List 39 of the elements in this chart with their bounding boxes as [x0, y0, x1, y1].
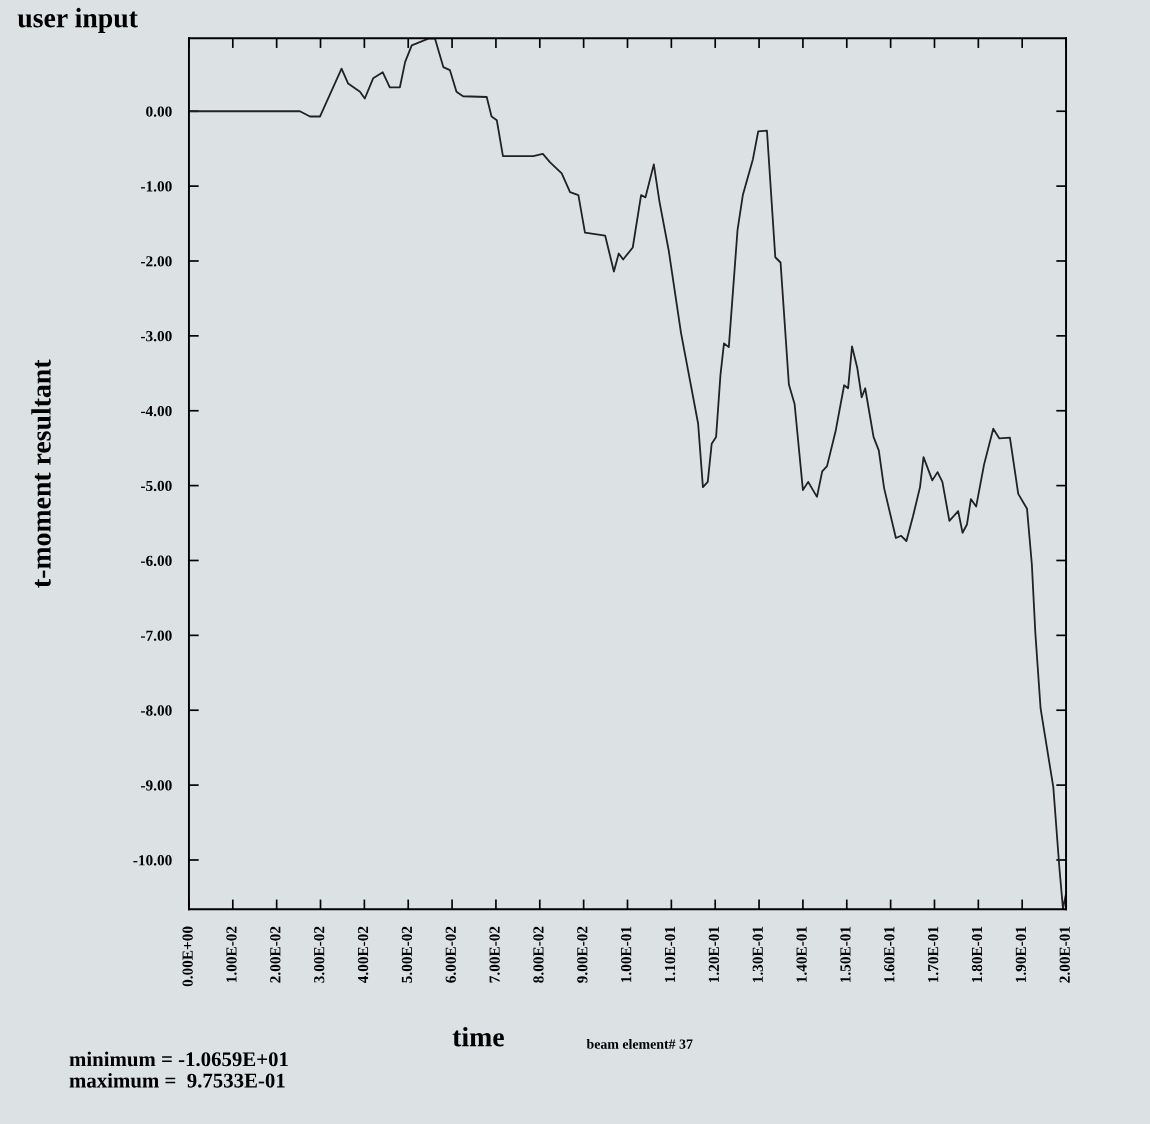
x-tick-label: 1.90E-01: [1015, 926, 1027, 983]
x-tick-label: 1.50E-01: [840, 926, 851, 983]
x-tick-label: 1.80E-01: [971, 926, 983, 983]
x-tick-label: 7.00E-02: [489, 926, 500, 983]
x-tick-label: 1.40E-01: [796, 926, 807, 983]
x-tick-label: 1.60E-01: [884, 926, 895, 983]
y-tick-label: -1.00: [141, 181, 172, 192]
x-tick-label: 1.00E-02: [226, 926, 237, 983]
y-tick-label: -6.00: [141, 555, 172, 566]
y-tick-label: 0.00: [146, 106, 172, 117]
x-tick-label: 9.00E-02: [577, 926, 588, 983]
y-tick-label: -3.00: [141, 331, 172, 342]
y-tick-label: -5.00: [141, 480, 172, 492]
text: beam element# 37: [586, 1039, 693, 1049]
y-tick-label: -10.00: [133, 855, 172, 866]
x-tick-label: 4.00E-02: [357, 926, 369, 984]
x-tick-label: 1.10E-01: [664, 926, 676, 983]
y-tick-label: -2.00: [141, 256, 172, 267]
y-tick-label: -7.00: [141, 630, 172, 641]
x-tick-label: 1.20E-01: [708, 926, 720, 983]
x-tick-label: 3.00E-02: [314, 926, 325, 983]
y-tick-label: -4.00: [141, 405, 172, 417]
chart-title: user input: [17, 7, 138, 34]
line-series: [188, 38, 1067, 910]
x-tick-label: 2.00E-02: [270, 926, 281, 983]
text: maximum = 9.7533E-01: [69, 1072, 285, 1088]
x-tick-label: 1.30E-01: [752, 926, 763, 983]
x-tick-label: 1.70E-01: [928, 926, 939, 983]
x-tick-label: 1.00E-01: [621, 926, 632, 983]
x-tick-label: 0.00E+00: [182, 926, 193, 987]
text: minimum = -1.0659E+01: [69, 1051, 288, 1067]
x-tick-label: 8.00E-02: [533, 926, 544, 983]
x-axis-title: time: [452, 1026, 504, 1047]
x-tick-label: 6.00E-02: [445, 926, 456, 983]
y-tick-label: -9.00: [141, 780, 172, 791]
x-tick-label: 5.00E-02: [401, 926, 413, 983]
x-tick-label: 2.00E-01: [1059, 926, 1070, 983]
y-tick-label: -8.00: [141, 705, 172, 716]
y-axis-title: t-moment resultant: [31, 359, 51, 588]
